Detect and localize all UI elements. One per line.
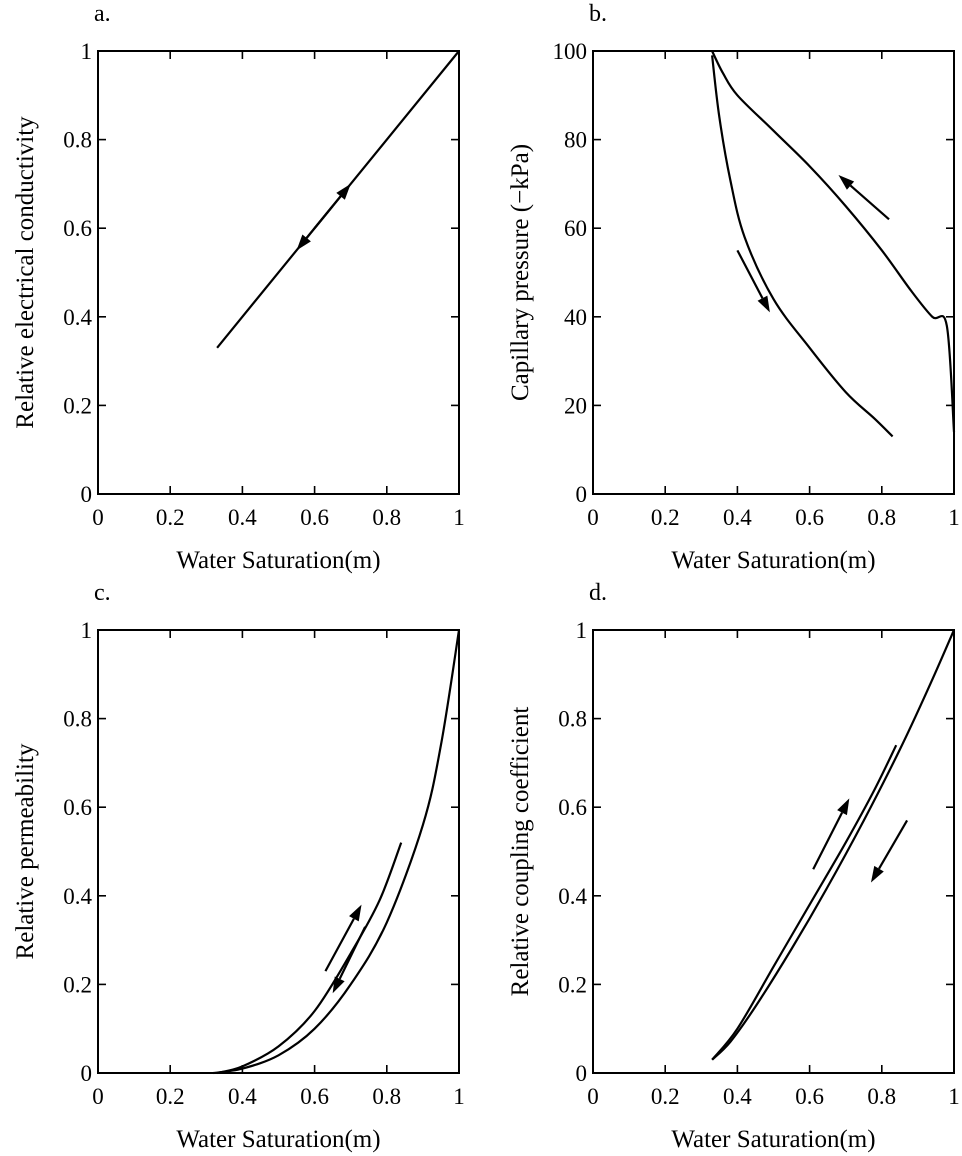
y-tick-label: 0.2 <box>63 393 92 418</box>
panel-label: d. <box>589 580 607 606</box>
x-tick-label: 1 <box>453 1084 465 1109</box>
x-tick-label: 0 <box>587 505 599 530</box>
plot-frame <box>592 629 955 1074</box>
panel-label: b. <box>589 1 607 27</box>
series-curve-2 <box>216 842 403 1075</box>
series-curve-1 <box>711 629 956 1061</box>
y-tick-label: 0.6 <box>63 795 92 820</box>
y-tick-label: 0.6 <box>558 795 587 820</box>
x-tick-label: 0.6 <box>300 1084 329 1109</box>
panel-c: c. 0 0.2 0.4 0.6 0.8 1 0 0.2 0.4 0.6 0.8 1 Water Satu… <box>12 580 465 1153</box>
x-tick-label: 0.4 <box>228 1084 257 1109</box>
y-tick-label: 0 <box>81 482 93 507</box>
arrow-head <box>870 865 884 883</box>
y-tick-label: 0.4 <box>63 884 92 909</box>
y-tick-label: 0.6 <box>63 216 92 241</box>
panel-d: d. 0 0.2 0.4 0.6 0.8 1 0 0.2 0.4 0.6 0.8 1 Water Satu… <box>507 580 960 1153</box>
x-tick-label: 0 <box>587 1084 599 1109</box>
panel-label: a. <box>94 1 111 27</box>
y-tick-label: 0.4 <box>558 884 587 909</box>
y-tick-label: 0 <box>576 1061 588 1086</box>
x-tick-label: 0.2 <box>651 505 680 530</box>
y-tick-label: 0.8 <box>63 707 92 732</box>
y-tick-label: 0 <box>576 482 588 507</box>
series-curve-2 <box>711 55 894 438</box>
y-tick-label: 0.8 <box>63 128 92 153</box>
y-axis-title: Relative electrical conductivity <box>12 116 39 429</box>
x-tick-label: 0 <box>92 1084 104 1109</box>
x-tick-label: 1 <box>453 505 465 530</box>
y-axis-title: Relative permeability <box>12 743 39 959</box>
panel-label: c. <box>94 580 111 606</box>
x-axis-title: Water Saturation(m) <box>671 547 875 574</box>
arrow-head <box>336 183 351 200</box>
arrow-head <box>332 976 345 994</box>
y-tick-label: 1 <box>576 618 588 643</box>
x-tick-label: 0.8 <box>372 1084 401 1109</box>
panel-a: a. 0 0.2 0.4 0.6 0.8 1 0 0.2 0.4 0.6 0.8 1 Water Satu… <box>12 1 465 574</box>
y-tick-label: 60 <box>564 216 587 241</box>
y-tick-label: 1 <box>81 39 93 64</box>
series-curve-2 <box>711 744 898 1061</box>
y-tick-label: 0.2 <box>558 972 587 997</box>
x-tick-label: 0.2 <box>651 1084 680 1109</box>
arrow-head <box>838 175 855 190</box>
x-tick-label: 0 <box>92 505 104 530</box>
x-tick-label: 0.2 <box>156 505 185 530</box>
arrow-shaft <box>324 918 355 972</box>
x-axis-title: Water Saturation(m) <box>671 1126 875 1153</box>
x-tick-label: 0.4 <box>723 1084 752 1109</box>
y-axis-title: Capillary pressure (−kPa) <box>507 144 534 401</box>
x-tick-label: 0.2 <box>156 1084 185 1109</box>
panel-b: b. 0 0.2 0.4 0.6 0.8 1 0 20 40 60 80 100 Water Satura… <box>507 1 960 574</box>
plot-frame <box>97 50 460 495</box>
plot-frame <box>97 629 460 1074</box>
y-tick-label: 1 <box>81 618 93 643</box>
series-curve-1 <box>711 50 956 433</box>
arrow-shaft <box>812 812 844 870</box>
y-tick-label: 20 <box>564 393 587 418</box>
arrow-shaft <box>849 184 890 221</box>
y-tick-label: 100 <box>553 39 588 64</box>
x-tick-label: 0.6 <box>300 505 329 530</box>
x-tick-label: 0.8 <box>867 1084 896 1109</box>
y-axis-title: Relative coupling coefficient <box>507 707 534 997</box>
x-tick-label: 0.8 <box>867 505 896 530</box>
arrow-head <box>757 295 770 313</box>
y-tick-label: 0.8 <box>558 707 587 732</box>
y-tick-label: 0.2 <box>63 972 92 997</box>
arrow-head <box>296 234 311 251</box>
x-axis-title: Water Saturation(m) <box>176 547 380 574</box>
x-tick-label: 1 <box>948 505 960 530</box>
x-tick-label: 0.8 <box>372 505 401 530</box>
x-tick-label: 0.4 <box>723 505 752 530</box>
arrow-head <box>837 798 850 816</box>
x-tick-label: 0.4 <box>228 505 257 530</box>
arrow-shaft <box>305 205 334 239</box>
arrow-shaft <box>736 249 764 299</box>
arrow-shaft <box>878 819 909 870</box>
y-tick-label: 80 <box>564 128 587 153</box>
x-tick-label: 0.6 <box>795 505 824 530</box>
x-tick-label: 0.6 <box>795 1084 824 1109</box>
series-curve-1 <box>213 629 461 1075</box>
y-tick-label: 0.4 <box>63 305 92 330</box>
y-tick-label: 40 <box>564 305 587 330</box>
plot-frame <box>592 50 955 495</box>
arrow-shaft <box>338 926 367 980</box>
arrow-head <box>349 904 362 922</box>
y-tick-label: 0 <box>81 1061 93 1086</box>
x-tick-label: 1 <box>948 1084 960 1109</box>
x-axis-title: Water Saturation(m) <box>176 1126 380 1153</box>
